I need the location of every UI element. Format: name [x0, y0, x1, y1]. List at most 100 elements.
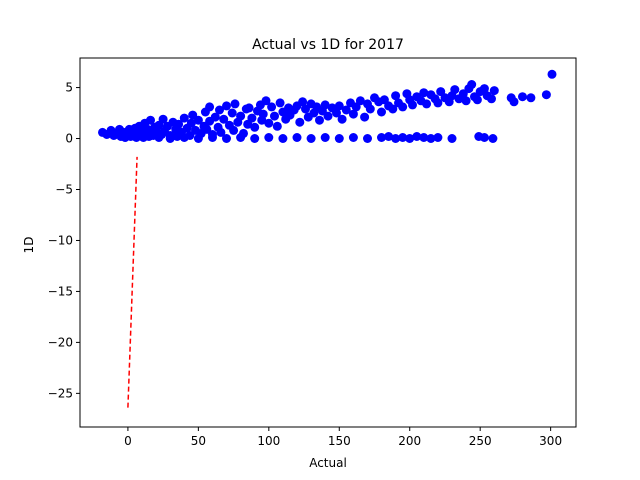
data-point — [275, 98, 285, 108]
data-point — [227, 108, 237, 118]
x-tick-label: 150 — [328, 434, 351, 448]
data-point — [541, 90, 551, 100]
data-point — [264, 133, 274, 142]
data-point — [236, 111, 246, 121]
data-point — [216, 127, 226, 137]
data-point — [230, 99, 240, 109]
data-point — [489, 86, 499, 96]
data-point — [292, 133, 302, 142]
data-point — [210, 112, 220, 122]
data-point — [422, 99, 432, 109]
data-point — [267, 102, 277, 112]
data-point — [547, 69, 557, 79]
y-tick-label: −5 — [55, 182, 73, 196]
data-point — [426, 134, 436, 143]
data-point — [365, 104, 375, 114]
data-point — [405, 134, 415, 143]
data-point — [419, 133, 429, 142]
data-point — [306, 134, 316, 143]
data-point — [222, 134, 231, 143]
data-point — [158, 114, 168, 124]
data-point — [323, 111, 333, 121]
data-point — [355, 96, 365, 106]
data-point — [467, 80, 477, 89]
data-point — [236, 133, 246, 142]
data-point — [193, 134, 203, 143]
y-tick-label: −15 — [48, 284, 73, 298]
fit-line — [127, 156, 138, 408]
data-point — [332, 108, 341, 118]
data-point — [388, 104, 398, 114]
x-axis-label: Actual — [309, 456, 347, 470]
data-point — [244, 103, 254, 113]
data-point — [229, 125, 239, 135]
data-point — [250, 122, 260, 132]
data-point — [270, 111, 279, 121]
data-point — [320, 133, 330, 142]
scatter-series — [98, 69, 557, 143]
data-point — [363, 134, 372, 143]
y-tick-label: 0 — [65, 132, 73, 146]
x-tick-label: 300 — [539, 434, 562, 448]
data-point — [146, 115, 155, 125]
data-point — [334, 101, 344, 111]
data-point — [472, 95, 482, 105]
data-point — [295, 117, 305, 127]
data-point — [334, 134, 344, 143]
data-point — [433, 133, 443, 142]
chart-title: Actual vs 1D for 2017 — [252, 37, 404, 53]
data-point — [450, 85, 460, 95]
x-tick-label: 250 — [469, 434, 492, 448]
data-point — [419, 88, 429, 98]
data-point — [179, 113, 189, 123]
data-point — [250, 134, 260, 143]
data-point — [488, 134, 498, 143]
data-point — [258, 109, 268, 119]
data-point — [261, 96, 271, 106]
data-point — [215, 105, 224, 115]
data-point — [179, 133, 189, 142]
y-tick-label: −25 — [48, 386, 73, 400]
data-point — [154, 133, 164, 142]
y-tick-label: 5 — [65, 81, 73, 95]
data-point — [315, 115, 324, 125]
data-point — [219, 114, 229, 124]
data-point — [412, 132, 422, 141]
data-point — [526, 93, 536, 103]
data-point — [398, 133, 408, 142]
data-point — [377, 133, 386, 142]
data-point — [408, 100, 417, 110]
data-point — [433, 98, 443, 108]
data-point — [278, 134, 288, 143]
data-point — [479, 84, 489, 94]
data-point — [341, 105, 351, 115]
y-tick-label: −20 — [48, 335, 73, 349]
data-point — [518, 92, 527, 102]
x-tick-label: 0 — [124, 434, 132, 448]
data-point — [509, 97, 519, 107]
data-point — [222, 101, 231, 111]
axes-frame — [79, 57, 577, 428]
data-point — [348, 133, 358, 142]
data-point — [320, 100, 330, 110]
data-point — [174, 119, 184, 129]
data-point — [479, 133, 489, 142]
data-point — [193, 115, 203, 125]
x-tick-label: 100 — [257, 434, 280, 448]
data-point — [447, 134, 457, 143]
data-point — [272, 121, 282, 131]
data-point — [205, 102, 215, 112]
data-point — [360, 112, 370, 122]
x-tick-label: 200 — [398, 434, 421, 448]
data-point — [264, 118, 274, 128]
data-point — [391, 134, 401, 143]
data-point — [186, 118, 196, 128]
data-point — [398, 102, 408, 112]
y-tick-label: −10 — [48, 233, 73, 247]
data-point — [487, 94, 496, 104]
data-point — [377, 107, 386, 117]
data-point — [165, 134, 175, 143]
